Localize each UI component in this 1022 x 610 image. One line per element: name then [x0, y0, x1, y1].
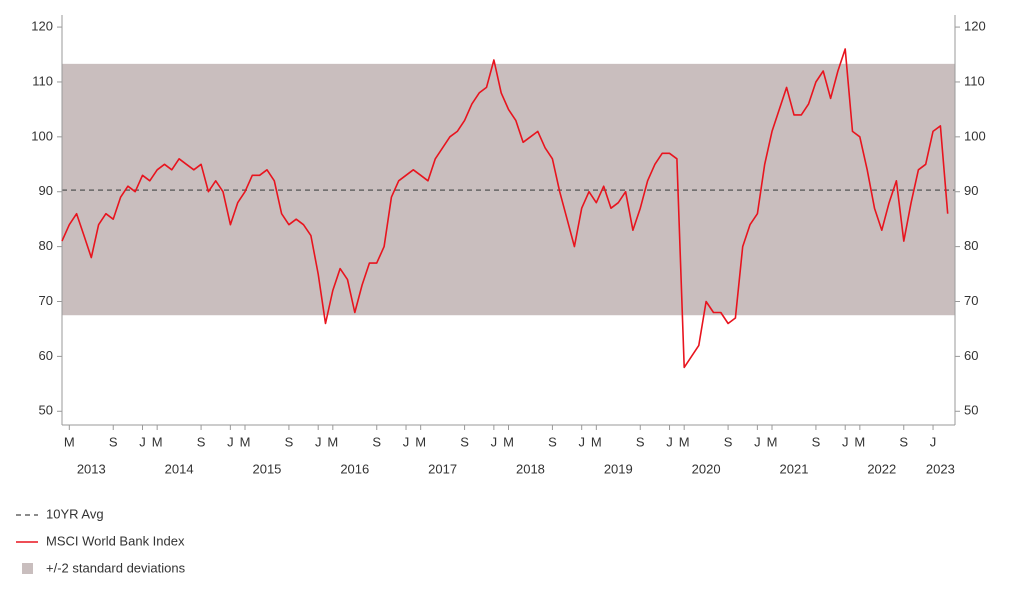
x-tick-label: M: [503, 434, 514, 449]
x-tick-label: J: [754, 434, 761, 449]
x-tick-label: S: [460, 434, 469, 449]
x-year-label: 2020: [692, 461, 721, 476]
legend-label: +/-2 standard deviations: [46, 560, 186, 575]
x-tick-label: J: [315, 434, 322, 449]
x-tick-label: M: [591, 434, 602, 449]
legend-swatch: [22, 563, 33, 574]
x-tick-label: S: [812, 434, 821, 449]
x-tick-label: S: [197, 434, 206, 449]
index-line: [61, 48, 949, 369]
x-year-label: 2016: [340, 461, 369, 476]
y2-tick-label: 80: [964, 238, 978, 253]
y2-tick-label: 90: [964, 183, 978, 198]
x-tick-label: M: [64, 434, 75, 449]
y2-tick-label: 60: [964, 348, 978, 363]
y2-tick-label: 50: [964, 403, 978, 418]
x-tick-label: S: [548, 434, 557, 449]
x-tick-label: J: [139, 434, 146, 449]
x-tick-label: S: [636, 434, 645, 449]
x-tick-label: M: [152, 434, 163, 449]
y2-tick-label: 100: [964, 128, 986, 143]
y2-tick-label: 70: [964, 293, 978, 308]
x-year-label: 2015: [252, 461, 281, 476]
y-tick-label: 120: [31, 19, 53, 34]
y2-tick-label: 110: [964, 73, 985, 88]
x-tick-label: M: [327, 434, 338, 449]
x-tick-label: J: [403, 434, 410, 449]
x-tick-label: J: [578, 434, 585, 449]
y-tick-label: 80: [39, 238, 53, 253]
x-tick-label: M: [854, 434, 865, 449]
x-year-label: 2018: [516, 461, 545, 476]
x-tick-label: M: [415, 434, 426, 449]
x-tick-label: M: [767, 434, 778, 449]
x-tick-label: M: [679, 434, 690, 449]
x-tick-label: S: [285, 434, 294, 449]
y-tick-label: 70: [39, 293, 53, 308]
y-tick-label: 90: [39, 183, 53, 198]
x-year-label: 2023: [926, 461, 955, 476]
x-tick-label: M: [240, 434, 251, 449]
x-tick-label: J: [930, 434, 937, 449]
legend-label: 10YR Avg: [46, 506, 104, 521]
x-tick-label: S: [724, 434, 733, 449]
x-year-label: 2019: [604, 461, 633, 476]
y-tick-label: 50: [39, 403, 53, 418]
y2-tick-label: 120: [964, 19, 986, 34]
legend-label: MSCI World Bank Index: [46, 533, 185, 548]
x-year-label: 2021: [780, 461, 809, 476]
y-tick-label: 100: [31, 128, 53, 143]
x-year-label: 2014: [165, 461, 194, 476]
x-tick-label: J: [491, 434, 498, 449]
x-tick-label: J: [227, 434, 234, 449]
x-year-label: 2013: [77, 461, 106, 476]
x-tick-label: J: [842, 434, 849, 449]
x-year-label: 2017: [428, 461, 457, 476]
x-tick-label: J: [666, 434, 673, 449]
x-tick-label: S: [899, 434, 908, 449]
y-tick-label: 110: [32, 73, 53, 88]
x-tick-label: S: [372, 434, 381, 449]
x-year-label: 2022: [867, 461, 896, 476]
x-tick-label: S: [109, 434, 118, 449]
y-tick-label: 60: [39, 348, 53, 363]
